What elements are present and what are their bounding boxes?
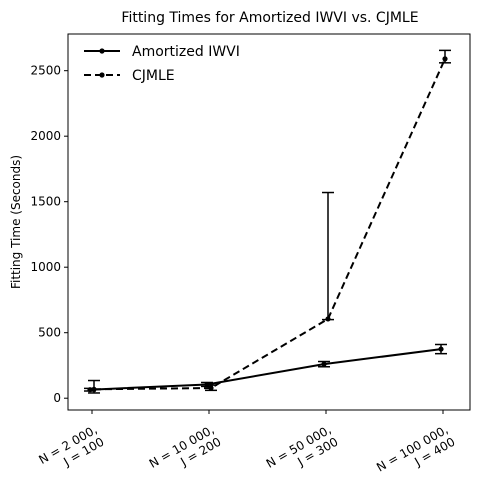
legend-label: Amortized IWVI bbox=[132, 44, 240, 60]
series-line-amortized-iwvi bbox=[89, 348, 442, 391]
y-axis-label: Fitting Time (Seconds) bbox=[9, 155, 23, 289]
series-line-cjmle bbox=[93, 58, 446, 391]
legend-marker bbox=[99, 48, 105, 54]
data-point bbox=[208, 385, 214, 391]
data-point bbox=[91, 386, 97, 392]
legend: Amortized IWVI CJMLE bbox=[84, 44, 240, 84]
x-axis: N = 2 000,J = 100 N = 10 000,J = 200 N = 5… bbox=[36, 410, 458, 486]
data-point bbox=[325, 316, 331, 322]
legend-label: CJMLE bbox=[132, 68, 175, 84]
y-tick-label: 500 bbox=[38, 326, 61, 340]
y-tick-label: 0 bbox=[53, 391, 61, 405]
chart-title: Fitting Times for Amortized IWVI vs. CJM… bbox=[121, 10, 418, 26]
series-layer bbox=[84, 49, 451, 394]
data-point bbox=[87, 387, 93, 393]
x-tick-label: N = 10 000,J = 200 bbox=[147, 422, 224, 482]
x-tick-label: N = 50 000,J = 300 bbox=[264, 422, 341, 482]
legend-marker bbox=[99, 72, 105, 78]
y-axis: 0 500 1000 1500 2000 2500 bbox=[30, 64, 68, 405]
data-point bbox=[321, 361, 327, 367]
y-tick-label: 1000 bbox=[30, 260, 61, 274]
x-tick-label: N = 100 000,J = 400 bbox=[374, 422, 457, 486]
y-tick-label: 2000 bbox=[30, 129, 61, 143]
y-tick-label: 2500 bbox=[30, 64, 61, 78]
data-point bbox=[442, 56, 448, 62]
y-tick-label: 1500 bbox=[30, 195, 61, 209]
data-point bbox=[438, 346, 444, 352]
plot-area bbox=[67, 33, 471, 411]
x-tick-label: N = 2 000,J = 100 bbox=[36, 422, 106, 479]
